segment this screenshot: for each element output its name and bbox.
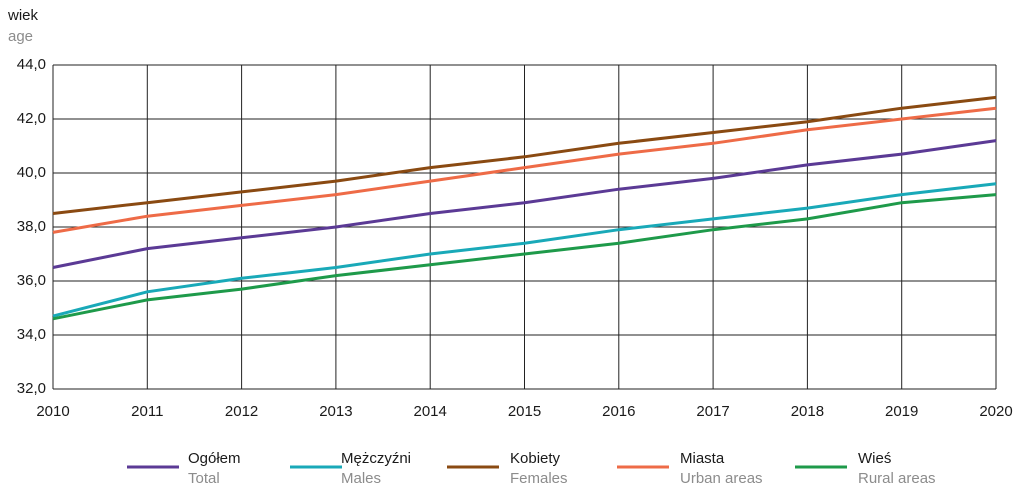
x-tick-label: 2020: [979, 403, 1012, 420]
y-tick-label: 34,0: [17, 326, 46, 343]
x-tick-label: 2015: [508, 403, 541, 420]
legend-label: Mężczyźni: [341, 450, 411, 467]
x-tick-label: 2018: [791, 403, 824, 420]
x-tick-label: 2012: [225, 403, 258, 420]
legend-label: Ogółem: [188, 450, 241, 467]
x-tick-label: 2017: [696, 403, 729, 420]
x-tick-label: 2010: [36, 403, 69, 420]
x-tick-label: 2011: [131, 403, 163, 420]
y-tick-label: 32,0: [17, 380, 46, 397]
series-line: [52, 139, 997, 269]
legend-label-en: Urban areas: [680, 470, 763, 487]
y-tick-label: 36,0: [17, 272, 46, 289]
x-tick-label: 2016: [602, 403, 635, 420]
y-axis-label: wiek: [7, 7, 39, 24]
legend-label-en: Rural areas: [858, 470, 936, 487]
legend-label-en: Females: [510, 470, 568, 487]
legend-label: Wieś: [858, 450, 891, 467]
x-tick-label: 2014: [414, 403, 447, 420]
y-tick-label: 38,0: [17, 218, 46, 235]
y-tick-label: 42,0: [17, 110, 46, 127]
series-line: [52, 95, 997, 215]
y-tick-label: 44,0: [17, 56, 46, 73]
x-tick-label: 2019: [885, 403, 918, 420]
series-line: [52, 193, 997, 321]
legend-label-en: Males: [341, 470, 381, 487]
y-axis-label-en: age: [8, 28, 33, 45]
legend-label: Miasta: [680, 450, 725, 467]
legend-label-en: Total: [188, 470, 220, 487]
series-line: [52, 106, 997, 234]
x-tick-label: 2013: [319, 403, 352, 420]
y-tick-label: 40,0: [17, 164, 46, 181]
series-line: [52, 182, 997, 318]
legend-label: Kobiety: [510, 450, 561, 467]
